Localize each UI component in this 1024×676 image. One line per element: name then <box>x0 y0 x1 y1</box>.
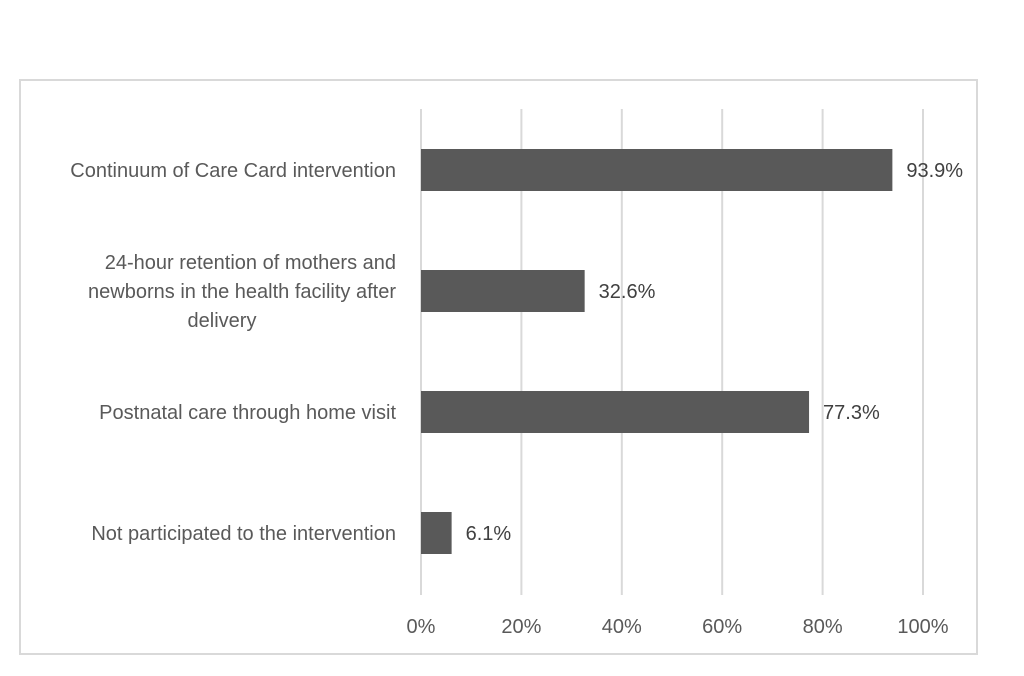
category-label: delivery <box>188 310 257 332</box>
bars <box>421 149 893 554</box>
x-axis-tick-labels: 0% 20% 40% 60% 80% 100% <box>407 616 949 638</box>
category-label: Postnatal care through home visit <box>99 402 396 424</box>
category-label: newborns in the health facility after <box>88 281 396 303</box>
bar <box>421 391 810 433</box>
bar <box>421 512 452 554</box>
data-label: 6.1% <box>466 523 512 545</box>
x-tick-label: 100% <box>897 616 948 638</box>
bar <box>421 149 893 191</box>
bar <box>421 270 585 312</box>
x-tick-label: 0% <box>407 616 436 638</box>
category-label: Continuum of Care Card intervention <box>70 160 396 182</box>
data-label: 77.3% <box>823 402 880 424</box>
category-label: 24-hour retention of mothers and <box>105 252 396 274</box>
data-label: 32.6% <box>599 281 656 303</box>
x-tick-label: 60% <box>702 616 742 638</box>
category-label: Not participated to the intervention <box>91 523 396 545</box>
data-label: 93.9% <box>906 160 963 182</box>
x-tick-label: 40% <box>602 616 642 638</box>
category-labels: Continuum of Care Card intervention 24-ho… <box>70 160 396 545</box>
x-tick-label: 80% <box>803 616 843 638</box>
data-labels: 93.9% 32.6% 77.3% 6.1% <box>466 160 964 545</box>
x-tick-label: 20% <box>501 616 541 638</box>
